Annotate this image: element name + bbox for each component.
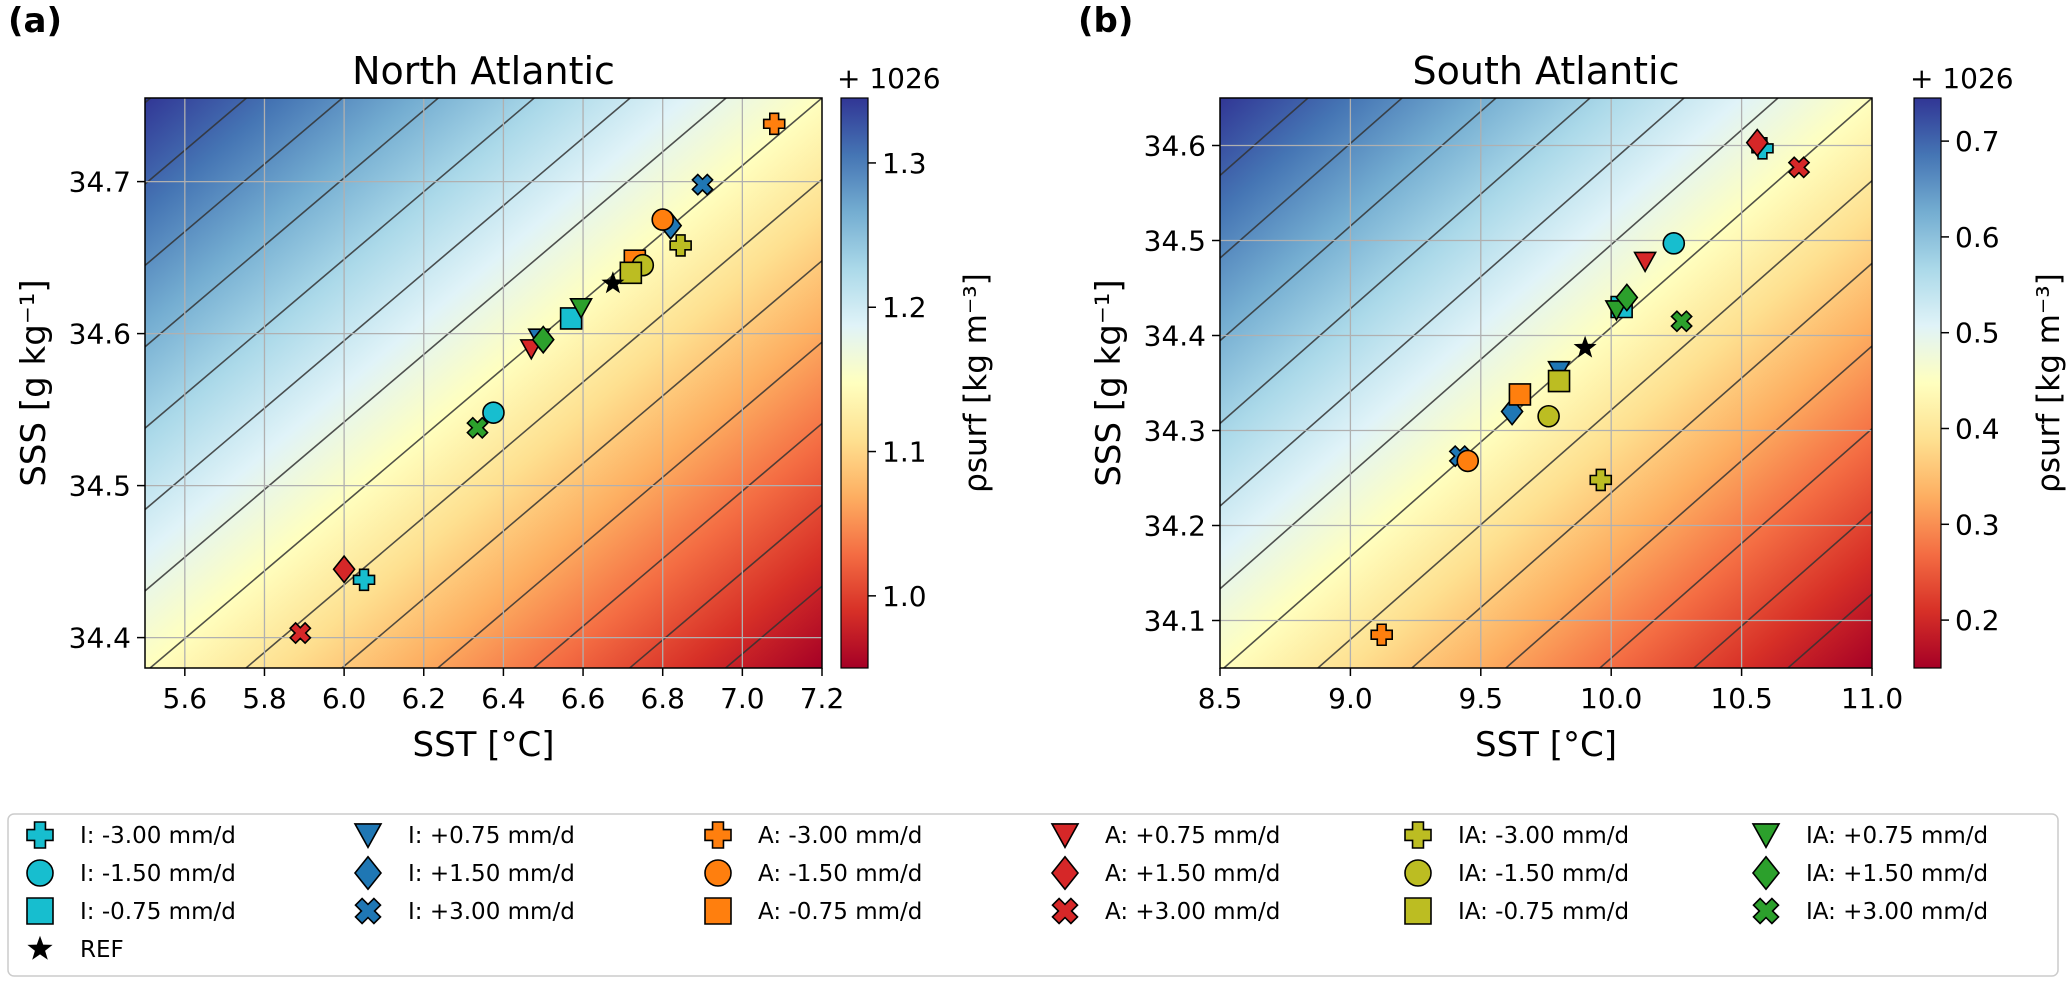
x-tick-label: 7.0 (720, 682, 765, 715)
legend-label: A: -0.75 mm/d (758, 899, 922, 925)
y-tick-label: 34.7 (69, 166, 131, 199)
y-axis-label: SSS [g kg⁻¹] (1089, 279, 1129, 486)
colorbar-tick-label: 1.1 (882, 436, 927, 469)
legend-label: A: +0.75 mm/d (1105, 823, 1280, 849)
x-axis-label: SST [°C] (1475, 725, 1617, 765)
y-tick-label: 34.1 (1144, 605, 1206, 638)
legend-marker (705, 898, 731, 924)
legend-label: REF (80, 937, 124, 963)
legend-label: A: -3.00 mm/d (758, 823, 922, 849)
y-tick-label: 34.6 (69, 318, 131, 351)
x-tick-label: 9.0 (1328, 682, 1373, 715)
colorbar-tick-label: 1.3 (882, 147, 927, 180)
data-point (483, 402, 504, 423)
colorbar-tick-label: 0.4 (1955, 413, 2000, 446)
data-point (1457, 450, 1478, 471)
colorbar-label: ρsurf [kg m⁻³] (2031, 273, 2067, 493)
colorbar-tick-label: 1.0 (882, 580, 927, 613)
legend-marker (27, 860, 53, 886)
legend-label: IA: -1.50 mm/d (1458, 861, 1629, 887)
legend-marker (1405, 860, 1431, 886)
x-axis-label: SST [°C] (412, 725, 554, 765)
x-tick-label: 6.4 (481, 682, 526, 715)
legend-label: I: +3.00 mm/d (408, 899, 575, 925)
y-axis-label: SSS [g kg⁻¹] (14, 279, 54, 486)
x-tick-label: 5.8 (242, 682, 287, 715)
x-tick-label: 8.5 (1198, 682, 1243, 715)
x-tick-label: 6.2 (401, 682, 446, 715)
legend-label: IA: -3.00 mm/d (1458, 823, 1629, 849)
x-tick-label: 10.0 (1580, 682, 1642, 715)
data-point (1549, 371, 1570, 392)
chart-title: South Atlantic (1412, 49, 1679, 93)
y-tick-label: 34.4 (69, 622, 131, 655)
legend-label: IA: -0.75 mm/d (1458, 899, 1629, 925)
x-tick-label: 7.2 (800, 682, 845, 715)
y-tick-label: 34.4 (1144, 320, 1206, 353)
chart-title: North Atlantic (352, 49, 615, 93)
y-tick-label: 34.5 (69, 470, 131, 503)
legend-label: I: -1.50 mm/d (80, 861, 236, 887)
colorbar-offset-label: + 1026 (1910, 62, 2014, 95)
legend-box (8, 814, 2058, 976)
legend-label: IA: +0.75 mm/d (1806, 823, 1988, 849)
legend-label: I: -3.00 mm/d (80, 823, 236, 849)
x-tick-label: 9.5 (1459, 682, 1504, 715)
colorbar-tick-label: 0.3 (1955, 508, 2000, 541)
y-tick-label: 34.3 (1144, 415, 1206, 448)
colorbar-tick-label: 0.6 (1955, 221, 2000, 254)
x-tick-label: 6.6 (561, 682, 606, 715)
data-point (1538, 406, 1559, 427)
colorbar (1914, 98, 1941, 668)
colorbar-tick-label: 0.7 (1955, 125, 2000, 158)
colorbar-tick-label: 0.2 (1955, 604, 2000, 637)
panel-label: (b) (1078, 1, 1133, 41)
x-tick-label: 6.8 (640, 682, 685, 715)
data-point (652, 209, 673, 230)
panel-label: (a) (8, 1, 62, 41)
colorbar-tick-label: 1.2 (882, 291, 927, 324)
legend-marker (705, 860, 731, 886)
x-tick-label: 11.0 (1841, 682, 1903, 715)
legend-label: I: +1.50 mm/d (408, 861, 575, 887)
data-point (1509, 384, 1530, 405)
legend-marker (1405, 898, 1431, 924)
data-point (1663, 233, 1684, 254)
legend: I: -3.00 mm/d I: -1.50 mm/d I: -0.75 mm/d R… (8, 814, 2058, 976)
colorbar (841, 98, 868, 668)
x-tick-label: 6.0 (322, 682, 367, 715)
legend-label: IA: +1.50 mm/d (1806, 861, 1988, 887)
y-tick-label: 34.6 (1144, 130, 1206, 163)
colorbar-offset-label: + 1026 (837, 62, 941, 95)
colorbar-tick-label: 0.5 (1955, 317, 2000, 350)
legend-label: I: +0.75 mm/d (408, 823, 575, 849)
y-tick-label: 34.5 (1144, 225, 1206, 258)
colorbar-label: ρsurf [kg m⁻³] (958, 273, 994, 493)
legend-label: A: -1.50 mm/d (758, 861, 922, 887)
x-tick-label: 10.5 (1710, 682, 1772, 715)
y-tick-label: 34.2 (1144, 510, 1206, 543)
legend-label: A: +1.50 mm/d (1105, 861, 1280, 887)
legend-label: IA: +3.00 mm/d (1806, 899, 1988, 925)
legend-marker (27, 898, 53, 924)
legend-label: I: -0.75 mm/d (80, 899, 236, 925)
legend-label: A: +3.00 mm/d (1105, 899, 1280, 925)
x-tick-label: 5.6 (163, 682, 208, 715)
